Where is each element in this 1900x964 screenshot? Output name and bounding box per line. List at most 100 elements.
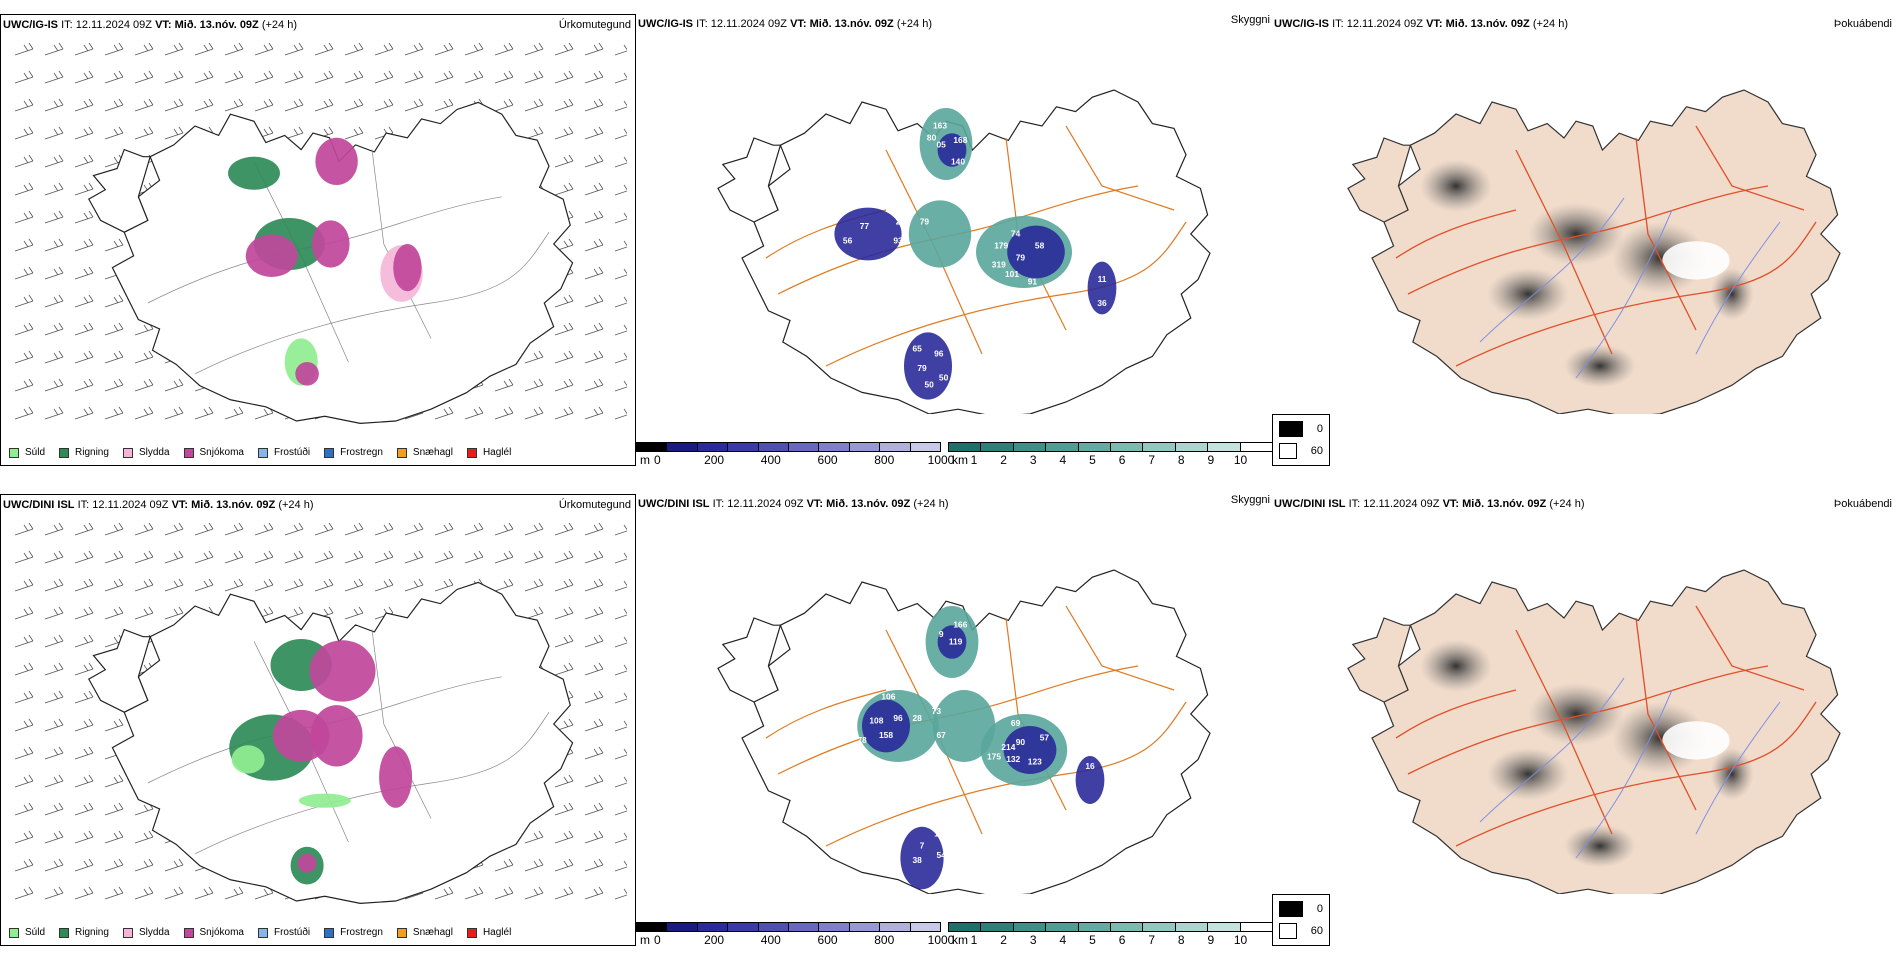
visibility-value-label: 69	[1011, 718, 1021, 728]
visibility-value-label: 166	[953, 620, 967, 630]
wind-barb	[164, 378, 184, 392]
wind-barb	[584, 378, 604, 392]
legend-label: Rigning	[75, 927, 109, 938]
wind-barb	[284, 522, 304, 536]
scale-swatch	[1208, 443, 1241, 451]
scale-tick: 8	[1177, 933, 1185, 947]
wind-barb	[374, 98, 394, 112]
scale-swatch	[880, 923, 911, 931]
scale-swatch	[1046, 443, 1079, 451]
model-name: UWC/DINI ISL	[1274, 498, 1346, 510]
scale-tick: 1	[970, 933, 978, 947]
precip-areas	[228, 137, 423, 386]
wind-barb	[584, 238, 604, 252]
wind-barb	[104, 774, 124, 788]
wind-barb	[344, 70, 364, 84]
visibility-value-label: 108	[869, 716, 883, 726]
wind-barb	[284, 126, 304, 140]
scale-swatch	[981, 923, 1014, 931]
scale-tick: 1	[970, 453, 978, 467]
visibility-value-label: 78	[857, 735, 867, 745]
wind-barb	[494, 886, 514, 900]
wind-barb	[44, 154, 64, 168]
legend-label: Rigning	[75, 447, 109, 458]
scale-tick: 1000	[927, 453, 955, 467]
panel-title: UWC/IG-IS IT: 12.11.2024 09Z VT: Mið. 13…	[1274, 18, 1568, 30]
legend-label: Frostúði	[273, 447, 311, 458]
wind-barb	[194, 578, 214, 592]
wind-barb	[194, 42, 214, 56]
wind-barb	[74, 350, 94, 364]
panel-type-title: Úrkomutegund	[558, 19, 631, 31]
precip-area	[231, 745, 265, 774]
panel-title: UWC/DINI ISL IT: 12.11.2024 09Z VT: Mið.…	[3, 499, 314, 511]
wind-barb	[14, 322, 34, 336]
wind-barb	[44, 690, 64, 704]
wind-barb	[584, 718, 604, 732]
wind-barb	[74, 746, 94, 760]
wind-barb	[314, 98, 334, 112]
scale-bar	[948, 442, 1273, 452]
panel-title: UWC/DINI ISL IT: 12.11.2024 09Z VT: Mið.…	[1274, 498, 1585, 510]
westfjords-outline	[88, 628, 151, 713]
wind-barb	[524, 858, 544, 872]
wind-barb	[584, 42, 604, 56]
wind-barb	[584, 830, 604, 844]
wind-barb	[104, 70, 124, 84]
wind-barb	[614, 324, 627, 336]
wind-barb	[584, 802, 604, 816]
wind-barb	[44, 746, 64, 760]
visibility-value-label: 65	[913, 344, 923, 354]
wind-barb	[134, 578, 154, 592]
panel-frame: UWC/DINI ISL IT: 12.11.2024 09Z VT: Mið.…	[0, 494, 636, 946]
wind-barb	[134, 606, 154, 620]
visibility-value-label: 106	[881, 692, 895, 702]
visibility-value-label: 77	[860, 221, 870, 231]
fog-index-map	[1347, 569, 1841, 894]
scale-swatch	[667, 443, 698, 451]
wind-barb	[614, 352, 627, 364]
visibility-value-label: 79	[920, 216, 930, 226]
scale-tick: 200	[704, 453, 725, 467]
wind-barb	[44, 830, 64, 844]
wind-barb	[584, 522, 604, 536]
legend-swatch	[257, 927, 268, 938]
visibility-value-label: 307	[977, 651, 991, 661]
wind-barb	[44, 266, 64, 280]
scale-tick: 0	[654, 933, 661, 947]
fog-legend-row: 60	[1279, 923, 1323, 939]
legend-item: Slydda	[122, 447, 170, 458]
wind-barb	[44, 886, 64, 900]
westfjords-outline	[1347, 137, 1412, 223]
wind-barb	[104, 718, 124, 732]
wind-barb	[554, 42, 574, 56]
wind-barb	[164, 98, 184, 112]
wind-barb	[14, 634, 34, 648]
legend-swatch	[324, 927, 335, 938]
visibility-value-label: 54	[937, 850, 947, 860]
fog-legend-swatch	[1279, 421, 1303, 437]
lead-time: (+24 h)	[913, 498, 949, 510]
wind-barb	[434, 578, 454, 592]
legend-item: Snjókoma	[183, 447, 244, 458]
wind-barb	[434, 550, 454, 564]
wind-barb	[614, 128, 627, 140]
wind-barb	[464, 70, 484, 84]
wind-barb	[614, 664, 627, 676]
wind-barb	[614, 776, 627, 788]
wind-barb	[524, 98, 544, 112]
wind-barb	[14, 238, 34, 252]
visibility-value-label: 79	[1016, 252, 1026, 262]
legend-swatch	[396, 927, 407, 938]
lead-time: (+24 h)	[1549, 498, 1585, 510]
visibility-value-label: 38	[913, 855, 923, 865]
visibility-area	[1007, 225, 1065, 279]
wind-barb	[104, 126, 124, 140]
legend-label: Snæhagl	[412, 447, 453, 458]
wind-barb	[104, 350, 124, 364]
wind-barb	[74, 406, 94, 420]
wind-barb	[44, 802, 64, 816]
legend-swatch	[59, 927, 70, 938]
scale-tick: 6	[1118, 453, 1126, 467]
wind-barb	[374, 522, 394, 536]
